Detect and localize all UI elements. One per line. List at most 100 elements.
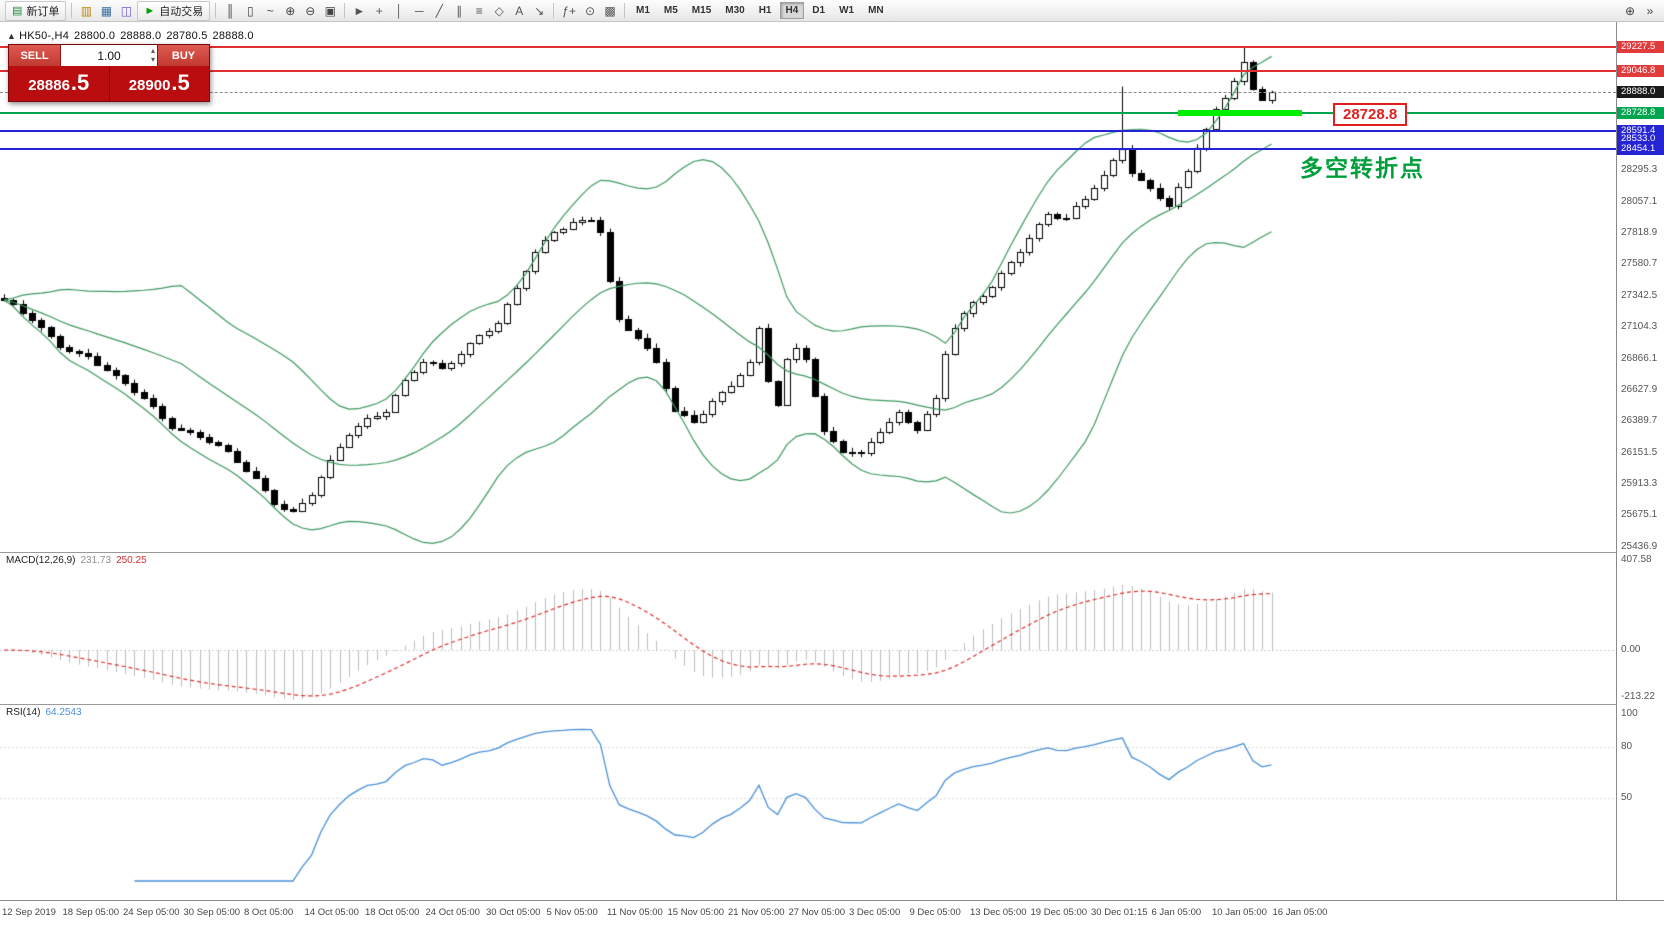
- indicators-icon[interactable]: ƒ+: [558, 1, 580, 21]
- time-axis-label: 30 Oct 05:00: [486, 907, 541, 918]
- forward-icon[interactable]: »: [1640, 1, 1660, 21]
- fibonacci-icon[interactable]: ≡: [469, 1, 489, 21]
- line-chart-icon: ~: [266, 3, 274, 18]
- horizontal-line-icon[interactable]: ─: [409, 1, 429, 21]
- volume-input[interactable]: 1.00 ▴ ▾: [61, 45, 157, 66]
- panel-separator[interactable]: [0, 704, 1664, 705]
- timeframe-h4[interactable]: H4: [779, 2, 805, 19]
- shapes-icon[interactable]: ◇: [489, 1, 509, 21]
- navigator-icon: ◫: [120, 3, 133, 18]
- macd-scale-label: -213.22: [1621, 691, 1655, 703]
- period-icon[interactable]: ⊙: [580, 1, 600, 21]
- vertical-line-icon: │: [395, 3, 404, 18]
- zoom-out-icon[interactable]: ⊖: [300, 1, 320, 21]
- bar-chart-icon[interactable]: ║: [220, 1, 240, 21]
- panel-separator[interactable]: [0, 552, 1664, 553]
- sell-button[interactable]: SELL: [9, 45, 61, 66]
- macd-name: MACD(12,26,9): [6, 555, 76, 566]
- price-scale-label: 27580.7: [1621, 258, 1658, 269]
- rsi-value: 64.2543: [45, 707, 82, 718]
- candlestick-chart-icon[interactable]: ▯: [240, 1, 260, 21]
- crosshair-icon: +: [375, 3, 383, 18]
- support-highlight-segment[interactable]: [1178, 110, 1302, 116]
- auto-trading-button-label: 自动交易: [159, 5, 204, 18]
- current-bid-label: 28888.0: [1617, 86, 1664, 98]
- buy-price[interactable]: 28900 .5: [109, 66, 209, 101]
- price-scale-label: 27104.3: [1621, 321, 1658, 332]
- price-scale-label: 26627.9: [1621, 384, 1658, 395]
- fibonacci-icon: ≡: [475, 3, 483, 18]
- sell-price-fraction: .5: [70, 70, 90, 95]
- zoom-out-icon: ⊖: [305, 3, 316, 18]
- resistance-line[interactable]: [0, 70, 1616, 72]
- macd-scale-label: 407.58: [1621, 554, 1652, 565]
- time-axis-label: 10 Jan 05:00: [1212, 907, 1267, 918]
- resistance-label-2: 29046.8: [1617, 65, 1664, 77]
- price-scale-label: 25436.9: [1621, 541, 1658, 552]
- buy-button[interactable]: BUY: [157, 45, 209, 66]
- timeframe-mn[interactable]: MN: [862, 2, 890, 19]
- buy-price-fraction: .5: [171, 70, 190, 95]
- support-line-blue[interactable]: [0, 148, 1616, 150]
- price-scale-label: 27342.5: [1621, 290, 1658, 301]
- sell-price[interactable]: 28886 .5: [9, 66, 110, 101]
- rsi-scale-label: 80: [1621, 741, 1633, 753]
- timeframe-m30[interactable]: M30: [719, 2, 750, 19]
- crosshair-icon[interactable]: +: [369, 1, 389, 21]
- macd-main-value: 231.73: [80, 555, 112, 566]
- price-flag-label[interactable]: 28728.8: [1333, 103, 1408, 126]
- timeframe-m5[interactable]: M5: [658, 2, 684, 19]
- macd-panel-canvas[interactable]: [0, 553, 1616, 705]
- chart-workspace: ▲ HK50-,H4 28800.0 28888.0 28780.5 28888.0 SE…: [0, 22, 1664, 945]
- expand-triangle-icon[interactable]: ▲: [7, 31, 17, 41]
- new-order-button[interactable]: ▤ 新订单: [5, 0, 67, 21]
- timeframe-m15[interactable]: M15: [686, 2, 717, 19]
- chart-objects-layer: [0, 22, 1616, 900]
- toolbar-separator: [215, 3, 217, 18]
- time-axis-label: 19 Dec 05:00: [1030, 907, 1088, 918]
- rsi-panel-canvas[interactable]: [0, 705, 1616, 900]
- navigator-icon[interactable]: ◫: [116, 1, 136, 21]
- timeframe-m1[interactable]: M1: [630, 2, 656, 19]
- zoom-in-icon[interactable]: ⊕: [280, 1, 300, 21]
- market-watch-icon[interactable]: ▥: [76, 1, 96, 21]
- vertical-line-icon[interactable]: │: [389, 1, 409, 21]
- timeframe-d1[interactable]: D1: [806, 2, 831, 19]
- line-chart-icon[interactable]: ~: [260, 1, 280, 21]
- support-line-blue[interactable]: [0, 130, 1616, 132]
- auto-trading-button[interactable]: ► 自动交易: [137, 0, 211, 21]
- time-axis-label: 11 Nov 05:00: [607, 907, 663, 918]
- channel-icon[interactable]: ∥: [449, 1, 469, 21]
- volume-stepper[interactable]: ▴ ▾: [151, 46, 155, 64]
- price-scale[interactable]: 28295.3 28057.1 27818.9 27580.7 27342.5 27104…: [1616, 22, 1664, 900]
- support-line-green[interactable]: [0, 112, 1616, 114]
- turning-point-annotation[interactable]: 多空转折点: [1300, 155, 1425, 181]
- cursor-icon[interactable]: ►: [349, 1, 369, 21]
- template-icon[interactable]: ▩: [600, 1, 620, 21]
- channel-icon: ∥: [456, 3, 463, 18]
- chart-ohlc-header: ▲ HK50-,H4 28800.0 28888.0 28780.5 28888.0: [7, 30, 259, 42]
- stepper-up-icon[interactable]: ▴: [150, 46, 155, 55]
- time-axis[interactable]: 12 Sep 2019 18 Sep 05:00 24 Sep 05:00 30 Se…: [0, 900, 1664, 945]
- timeframe-h1[interactable]: H1: [753, 2, 778, 19]
- ohlc-low: 28780.5: [166, 30, 208, 42]
- price-scale-label: 26151.5: [1621, 447, 1658, 458]
- resistance-label-1: 29227.5: [1617, 41, 1664, 53]
- timeframe-w1[interactable]: W1: [833, 2, 860, 19]
- shapes-icon: ◇: [494, 3, 504, 18]
- arrow-tool-icon[interactable]: ↘: [529, 1, 549, 21]
- stepper-down-icon[interactable]: ▾: [150, 55, 155, 64]
- auto-trading-icon: ►: [144, 4, 156, 17]
- support-green-label: 28728.8: [1617, 107, 1664, 119]
- price-scale-label: 25675.1: [1621, 509, 1658, 520]
- new-order-button-label: 新订单: [26, 5, 60, 18]
- search-icon[interactable]: ⊕: [1620, 1, 1640, 21]
- time-axis-label: 24 Oct 05:00: [425, 907, 480, 918]
- time-axis-label: 21 Nov 05:00: [728, 907, 785, 918]
- text-icon[interactable]: A: [509, 1, 529, 21]
- trendline-icon[interactable]: ╱: [429, 1, 449, 21]
- resistance-line[interactable]: [0, 46, 1616, 48]
- data-window-icon[interactable]: ▦: [96, 1, 116, 21]
- tile-windows-icon[interactable]: ▣: [320, 1, 340, 21]
